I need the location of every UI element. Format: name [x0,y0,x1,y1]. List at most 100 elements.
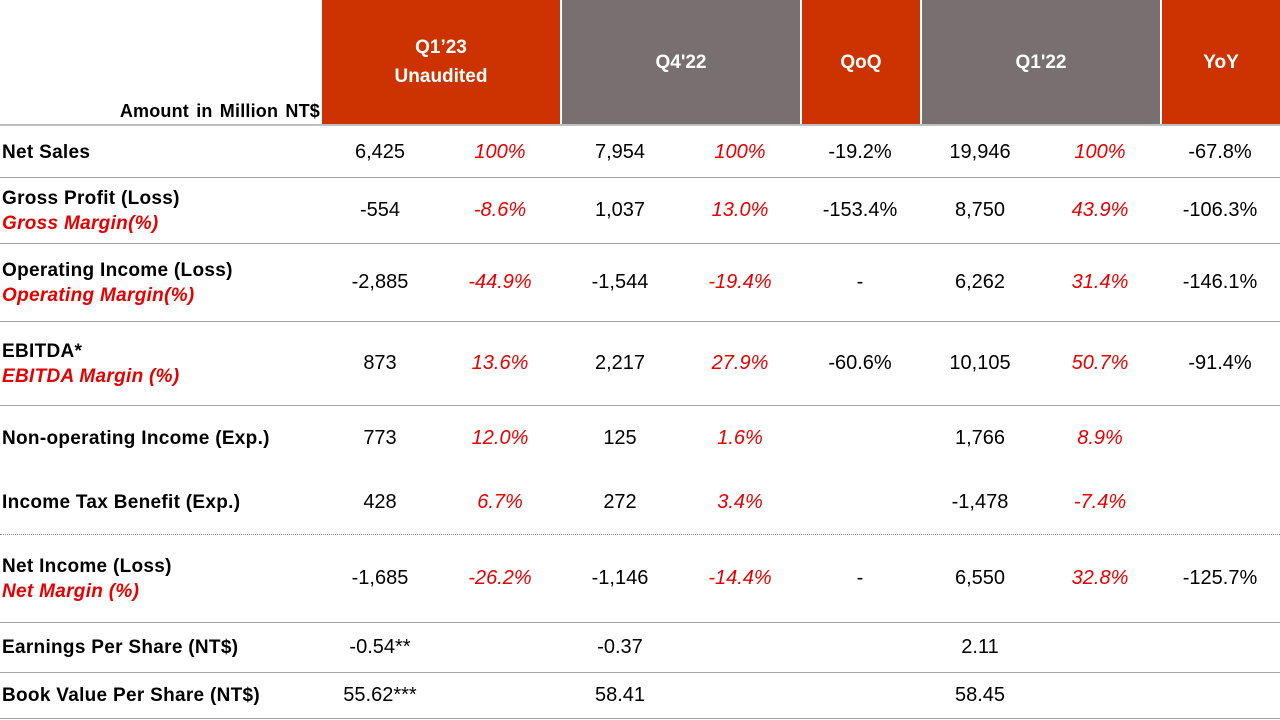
cell-q1-22-value: 19,946 [949,140,1011,163]
cell-q4-22-value: 125 [603,426,637,449]
cell-q1-23-value: -554 [359,199,401,221]
cell-yoy: -125.7% [1182,567,1258,589]
row-label-main: Net Sales [2,141,91,163]
cell-qoq: -153.4% [822,199,898,221]
row-divider [0,321,1280,322]
cell-q1-22-value: 6,262 [954,271,1006,293]
cell-q4-22-value: -1,146 [591,567,649,589]
row-divider [0,177,1280,178]
cell-yoy: -67.8% [1188,140,1252,163]
cell-q1-23-pct: 12.0% [471,426,529,449]
row-divider [0,672,1280,673]
row-divider [0,534,1280,535]
row-label-main: Operating Income (Loss) [2,259,233,281]
row-label-main: Gross Profit (Loss) [2,187,180,209]
row-label: Operating Income (Loss) Operating Margin… [2,244,233,321]
cell-qoq [800,470,920,534]
cell-q1-23-value: -1,685 [351,567,409,589]
cell-q1-22-pct: 100% [1074,140,1126,163]
column-header-qoq: QoQ [802,0,920,124]
cell-q1-23-pct: 6.7% [477,490,523,513]
table-row-eps: Earnings Per Share (NT$) -0.54** -0.37 2… [0,623,1280,672]
cell-q1-22-value: 58.45 [954,684,1006,706]
cell-q1-22-pct: 50.7% [1071,352,1129,374]
cell-yoy [1160,406,1280,470]
cell-qoq [800,406,920,470]
cell-qoq: -19.2% [828,140,892,163]
cell-qoq: -60.6% [828,352,892,374]
amount-unit-label: Amount in Million NT$ [119,101,320,121]
column-header-q1-23-period: Q1’23 [415,37,467,58]
row-label: Non-operating Income (Exp.) [2,406,270,470]
row-label-main: EBITDA* [2,340,83,362]
cell-q1-23-pct: -8.6% [473,199,527,221]
cell-yoy: -106.3% [1182,199,1258,221]
cell-q4-22-pct: 100% [714,140,766,163]
column-header-q1-23: Q1’23 Unaudited [322,0,560,124]
cell-yoy [1160,470,1280,534]
cell-q1-23-value: -0.54** [349,636,411,658]
row-label-main: Net Income (Loss) [2,555,172,577]
cell-q1-23-pct: 13.6% [471,352,529,374]
cell-q1-23-pct: -26.2% [468,567,532,589]
row-label: Income Tax Benefit (Exp.) [2,470,240,534]
cell-q1-22-value: 6,550 [954,567,1006,589]
cell-q4-22-pct: 1.6% [717,426,763,449]
header-divider [0,124,1280,126]
row-label: Gross Profit (Loss) Gross Margin(%) [2,178,180,243]
cell-qoq: - [856,567,864,589]
cell-q1-22-pct: 43.9% [1071,199,1129,221]
cell-q1-23-value: 773 [363,426,397,449]
row-divider [0,622,1280,623]
cell-q1-22-value: 8,750 [954,199,1006,221]
cell-q4-22-value: 7,954 [594,140,646,163]
cell-q4-22-value: 272 [603,490,637,513]
cell-q1-22-value: -1,478 [951,490,1009,513]
row-divider [0,718,1280,719]
cell-q4-22-pct: 3.4% [717,490,763,513]
cell-q1-22-value: 2.11 [961,636,999,658]
cell-q1-22-value: 1,766 [954,426,1006,449]
row-label-margin: Net Margin (%) [2,580,140,602]
cell-q4-22-pct: -14.4% [708,567,772,589]
cell-q1-22-pct: 32.8% [1071,567,1129,589]
cell-q4-22-pct: -19.4% [708,271,772,293]
cell-q4-22-value: -0.37 [597,636,643,658]
row-label-main: Book Value Per Share (NT$) [2,685,261,706]
cell-q4-22-pct: 13.0% [711,199,769,221]
row-label-margin: Gross Margin(%) [2,212,159,234]
cell-q4-22-pct: 27.9% [711,352,769,374]
table-row-gross-profit: Gross Profit (Loss) Gross Margin(%) -554… [0,178,1280,243]
cell-q4-22-value: 58.41 [594,684,646,706]
cell-q1-23-value: 873 [363,352,397,374]
cell-q1-22-pct: 31.4% [1071,271,1129,293]
cell-q4-22-value: -1,544 [591,271,649,293]
cell-q1-22-pct: 8.9% [1077,426,1123,449]
table-row-net-sales: Net Sales 6,425 100% 7,954 100% -19.2% 1… [0,127,1280,177]
row-label: Book Value Per Share (NT$) [2,673,260,718]
row-label-main: Earnings Per Share (NT$) [2,637,239,658]
cell-q1-22-value: 10,105 [949,352,1011,374]
column-header-q1-23-status: Unaudited [394,66,488,87]
column-header-yoy: YoY [1162,0,1280,124]
cell-qoq: - [856,271,864,293]
table-row-non-operating-income: Non-operating Income (Exp.) 773 12.0% 12… [0,406,1280,470]
table-row-operating-income: Operating Income (Loss) Operating Margin… [0,244,1280,321]
cell-yoy: -146.1% [1182,271,1258,293]
table-row-income-tax: Income Tax Benefit (Exp.) 428 6.7% 272 3… [0,470,1280,534]
cell-q1-23-value: 55.62*** [343,684,417,706]
cell-q1-23-pct: 100% [474,140,526,163]
row-label-margin: EBITDA Margin (%) [2,365,180,387]
cell-q4-22-value: 2,217 [594,352,646,374]
cell-q1-23-value: 428 [363,490,397,513]
row-label-margin: Operating Margin(%) [2,284,195,306]
cell-q1-22-pct: -7.4% [1073,490,1127,513]
cell-q1-23-value: -2,885 [351,271,409,293]
row-label-main: Income Tax Benefit (Exp.) [2,491,241,513]
cell-q1-23-value: 6,425 [354,140,406,163]
column-header-q4-22: Q4'22 [562,0,800,124]
row-label: EBITDA* EBITDA Margin (%) [2,322,180,405]
row-divider [0,243,1280,244]
table-row-net-income: Net Income (Loss) Net Margin (%) -1,685 … [0,535,1280,622]
